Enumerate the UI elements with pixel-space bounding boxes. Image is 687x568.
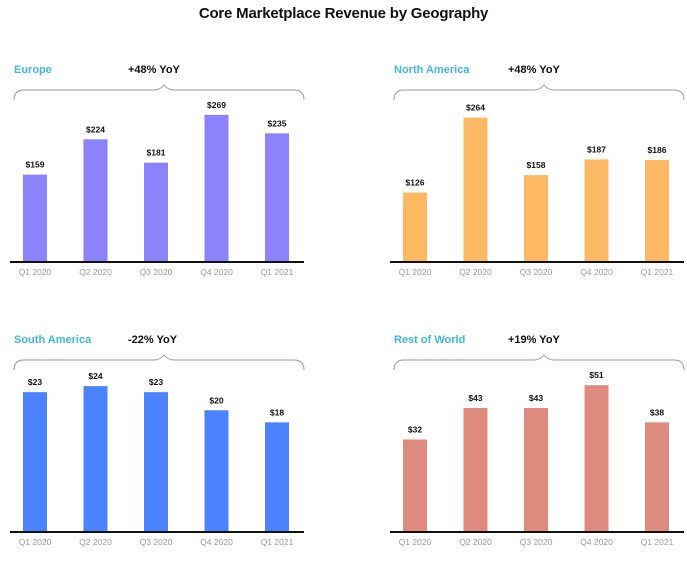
yoy-label: +48% YoY (128, 64, 181, 76)
bar (83, 386, 108, 531)
bar (23, 174, 47, 261)
x-tick-label: Q1 2021 (261, 267, 294, 277)
data-label: $181 (147, 148, 166, 158)
data-label: $20 (209, 395, 223, 405)
bracket (13, 354, 305, 371)
data-label: $24 (88, 371, 102, 381)
x-tick-label: Q1 2020 (399, 267, 432, 277)
chart-europe: Europe +48% YoY $159 Q1 2020 $224 Q2 2020 $181… (10, 64, 305, 277)
x-tick-label: Q1 2020 (399, 537, 432, 547)
bar (23, 392, 47, 531)
chart-title: Core Marketplace Revenue by Geography (198, 5, 489, 22)
data-label: $43 (529, 393, 543, 403)
bracket (393, 354, 685, 371)
chart-south-america: South America -22% YoY $23 Q1 2020 $24 Q2 202… (10, 334, 305, 547)
bar (204, 410, 229, 531)
bar (403, 439, 427, 531)
x-tick-label: Q1 2021 (641, 537, 674, 547)
x-tick-label: Q3 2020 (140, 537, 173, 547)
data-label: $18 (270, 407, 284, 417)
bar (524, 408, 548, 531)
x-tick-label: Q3 2020 (140, 267, 173, 277)
bracket (393, 84, 685, 101)
data-label: $264 (466, 103, 485, 113)
data-label: $38 (650, 407, 664, 417)
region-label: South America (14, 334, 92, 346)
x-tick-label: Q2 2020 (79, 537, 112, 547)
bar (403, 192, 427, 261)
x-tick-label: Q4 2020 (580, 267, 613, 277)
data-label: $23 (149, 377, 163, 387)
bar (463, 117, 488, 261)
bar (584, 385, 609, 531)
region-label: Rest of World (394, 334, 465, 346)
data-label: $126 (406, 178, 425, 188)
x-tick-label: Q1 2020 (19, 537, 52, 547)
region-label: Europe (14, 64, 52, 76)
chart-north-america: North America +48% YoY $126 Q1 2020 $264 Q2 2… (390, 64, 685, 277)
x-tick-label: Q2 2020 (459, 267, 492, 277)
yoy-label: -22% YoY (128, 334, 178, 346)
data-label: $159 (26, 160, 45, 170)
data-label: $158 (527, 160, 546, 170)
x-tick-label: Q2 2020 (79, 267, 112, 277)
data-label: $23 (28, 377, 42, 387)
bar (204, 114, 229, 261)
x-tick-label: Q4 2020 (200, 267, 233, 277)
data-label: $51 (589, 370, 603, 380)
chart-rest-of-world: Rest of World +19% YoY $32 Q1 2020 $43 Q2 202… (390, 334, 685, 547)
x-tick-label: Q1 2020 (19, 267, 52, 277)
data-label: $235 (268, 118, 287, 128)
yoy-label: +48% YoY (508, 64, 561, 76)
data-label: $43 (468, 393, 482, 403)
x-tick-label: Q3 2020 (520, 267, 553, 277)
x-tick-label: Q2 2020 (459, 537, 492, 547)
x-tick-label: Q1 2021 (261, 537, 294, 547)
bar (83, 139, 108, 261)
bar (524, 175, 548, 261)
data-label: $187 (587, 144, 606, 154)
bar (463, 408, 488, 531)
x-tick-label: Q3 2020 (520, 537, 553, 547)
data-label: $269 (207, 100, 226, 110)
bar (584, 159, 609, 261)
data-label: $32 (408, 424, 422, 434)
x-tick-label: Q4 2020 (580, 537, 613, 547)
bracket (13, 84, 305, 101)
bar (645, 159, 669, 261)
data-label: $186 (648, 145, 667, 155)
panel-rest-of-world: Rest of World +19% YoY $32 Q1 2020 $43 Q2 202… (390, 328, 685, 568)
bar (144, 392, 168, 531)
yoy-label: +19% YoY (508, 334, 561, 346)
data-label: $224 (86, 124, 105, 134)
panel-north-america: North America +48% YoY $126 Q1 2020 $264 Q2 2… (390, 58, 685, 298)
panel-europe: Europe +48% YoY $159 Q1 2020 $224 Q2 2020 $181… (10, 58, 305, 298)
bar (645, 422, 669, 531)
x-tick-label: Q4 2020 (200, 537, 233, 547)
bar (265, 422, 289, 531)
bar (144, 162, 168, 261)
region-label: North America (394, 64, 470, 76)
x-tick-label: Q1 2021 (641, 267, 674, 277)
bar (265, 133, 289, 261)
panel-south-america: South America -22% YoY $23 Q1 2020 $24 Q2 202… (10, 328, 305, 568)
